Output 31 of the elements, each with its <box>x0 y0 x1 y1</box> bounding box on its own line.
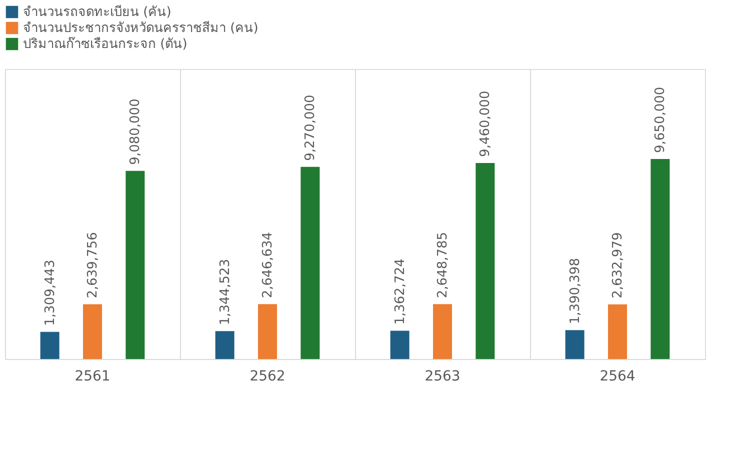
data-label: 1,309,443 <box>42 260 58 326</box>
data-label: 2,648,785 <box>436 232 450 298</box>
data-label: 9,080,000 <box>128 98 144 165</box>
legend-label: จำนวนรถจดทะเบียน (คัน) <box>23 4 172 20</box>
data-label: 9,460,000 <box>478 90 494 157</box>
bar <box>650 159 670 359</box>
x-tick-label: 2561 <box>74 368 110 384</box>
bar <box>83 304 102 359</box>
bar <box>390 330 410 359</box>
bar <box>40 332 60 359</box>
data-label: 2,646,634 <box>260 232 276 298</box>
data-label: 2,639,756 <box>86 232 100 298</box>
x-tick-label: 2564 <box>600 368 636 384</box>
bar <box>608 304 627 359</box>
legend-label: ปริมาณก๊าซเรือนกระจก (ตัน) <box>23 36 188 52</box>
x-tick-label: 2563 <box>424 368 460 384</box>
data-label: 1,344,523 <box>218 258 233 326</box>
bar <box>300 166 320 359</box>
data-label: 1,390,398 <box>568 258 583 324</box>
bar <box>215 331 234 359</box>
bar <box>433 304 452 359</box>
bar <box>258 304 277 359</box>
bar <box>126 170 145 359</box>
x-tick-label: 2562 <box>250 368 286 384</box>
bar <box>565 330 584 359</box>
bar <box>476 162 495 359</box>
data-label: 2,632,979 <box>610 232 626 298</box>
data-label: 9,650,000 <box>653 86 668 153</box>
legend-label: จำนวนประชากรจังหวัดนครราชสีมา (คน) <box>23 20 258 36</box>
data-label: 1,362,724 <box>392 258 408 325</box>
data-label: 9,270,000 <box>303 94 318 161</box>
